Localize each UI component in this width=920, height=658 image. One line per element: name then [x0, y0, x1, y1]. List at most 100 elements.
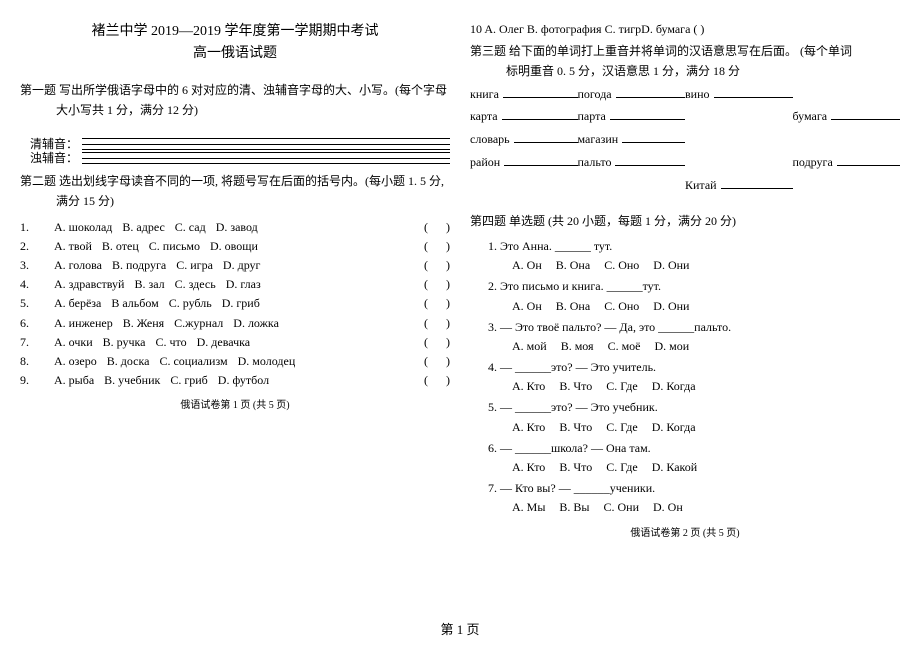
fill-word: погода [578, 83, 612, 106]
fill-row: словарь магазин [470, 128, 900, 151]
question-number: 9. [20, 371, 54, 390]
fill-blank [622, 130, 685, 143]
section2-title: 第二题 选出划线字母读音不同的一项, 将题号写在后面的括号内。(每小题 1. 5… [20, 171, 450, 191]
fill-cell [578, 174, 686, 197]
mc-options: A. КтоB. ЧтоC. ГдеD. Когда [488, 418, 900, 437]
option: A. очки [54, 333, 93, 352]
mc-option: B. Она [556, 297, 590, 316]
fill-word: словарь [470, 128, 510, 151]
fill-cell: словарь [470, 128, 578, 151]
fill-word: карта [470, 105, 498, 128]
mc-option: C. Где [606, 377, 637, 396]
mc-stem: 1. Это Анна. ______ тут. [488, 237, 900, 256]
question-options: A. берёза B альбом C. рубль D. гриб [54, 294, 404, 313]
option: D. гриб [222, 294, 260, 313]
mc-option: A. Мы [512, 498, 545, 517]
title-block: 褚兰中学 2019—2019 学年度第一学期期中考试 高一俄语试题 [20, 20, 450, 62]
fill-word: пальто [578, 151, 612, 174]
staff-lines-1 [82, 138, 450, 150]
mc-option: C. Оно [604, 297, 639, 316]
fill-cell: Китай [685, 174, 793, 197]
fill-blank [714, 85, 793, 98]
option: B. доска [107, 352, 150, 371]
mc-option: A. Он [512, 297, 542, 316]
question-row: 6.A. инженерB. ЖеняC.журналD. ложка( ) [20, 314, 450, 333]
question-row: 9.A. рыбаB. учебникC. грибD. футбол( ) [20, 371, 450, 390]
fill-cell: книга [470, 83, 578, 106]
option: C.журнал [174, 314, 223, 333]
section1-sub: 大小写共 1 分，满分 12 分) [20, 100, 450, 120]
fill-blank [610, 107, 685, 120]
fill-table: книгапогода вино карта парта бумага словарь ма… [470, 83, 900, 197]
section4-title: 第四题 单选题 (共 20 小题，每题 1 分，满分 20 分) [470, 214, 736, 228]
fill-blank [615, 153, 685, 166]
fill-cell: пальто [578, 151, 686, 174]
question-number: 8. [20, 352, 54, 371]
mc-option: D. Какой [652, 458, 697, 477]
fill-cell: бумага [793, 105, 901, 128]
mc-options: A. ОнB. ОнаC. ОноD. Они [488, 297, 900, 316]
fill-cell: карта [470, 105, 578, 128]
fill-cell [685, 128, 793, 151]
fill-cell [793, 128, 901, 151]
option: B альбом [111, 294, 158, 313]
mc-list: 1. Это Анна. ______ тут. A. Он B. Она C. Он… [470, 237, 900, 518]
question-row: 7.A. очкиB. ручкаC. чтоD. девачка( ) [20, 333, 450, 352]
mc-option: A. Кто [512, 418, 545, 437]
fill-blank [616, 85, 685, 98]
mc-option: D. Они [653, 256, 689, 275]
mc-stem: 3. — Это твоё пальто? — Да, это ______па… [488, 318, 900, 337]
question-number: 3. [20, 256, 54, 275]
question-options: A. головаB. подругаC. играD. друг [54, 256, 404, 275]
mc-item: 3. — Это твоё пальто? — Да, это ______па… [470, 318, 900, 356]
question-row: 4.A. здравствуйB. залC. здесьD. глаз( ) [20, 275, 450, 294]
option: C. что [156, 333, 187, 352]
option: A. шоколад [54, 218, 112, 237]
fill-cell [793, 174, 901, 197]
option: D. глаз [226, 275, 261, 294]
answer-paren: ( ) [404, 275, 450, 294]
left-footer: 俄语试卷第 1 页 (共 5 页) [20, 396, 450, 411]
option: A. берёза [54, 294, 101, 313]
option: B. ручка [103, 333, 146, 352]
mc-stem: 2. Это письмо и книга. ______тут. [488, 277, 900, 296]
mc-option: B. Что [559, 418, 592, 437]
question-options: A. твойB. отецC. письмоD. овощи [54, 237, 404, 256]
fill-blank [502, 107, 578, 120]
option: C. рубль [169, 294, 212, 313]
section2-sub: 满分 15 分) [20, 191, 450, 211]
option: D. ложка [233, 314, 279, 333]
fill-word: подруга [793, 151, 833, 174]
q10-line: 10 A. Олег B. фотография C. тигрD. бумаг… [470, 20, 900, 39]
mc-options: A. КтоB. ЧтоC. ГдеD. Какой [488, 458, 900, 477]
fill-word: вино [685, 83, 710, 106]
option: C. гриб [170, 371, 207, 390]
mc-stem: 4. — ______это? — Это учитель. [488, 358, 900, 377]
mc-item: 7. — Кто вы? — ______ученики.A. МыB. ВыC… [470, 479, 900, 517]
subject-line: 高一俄语试题 [20, 42, 450, 62]
option: D. молодец [238, 352, 296, 371]
mc-option: C. Оно [604, 256, 639, 275]
staff-lines-2 [82, 152, 450, 164]
mc-item: 1. Это Анна. ______ тут.A. ОнB. ОнаC. Он… [470, 237, 900, 275]
fill-word: бумага [793, 105, 828, 128]
option: B. зал [134, 275, 164, 294]
answer-paren: ( ) [404, 371, 450, 390]
question-row: 5.A. берёзаB альбомC. рубльD. гриб( ) [20, 294, 450, 313]
fill-cell: парта [578, 105, 686, 128]
option: D. футбол [218, 371, 269, 390]
mc-option: D. мои [655, 337, 690, 356]
question-number: 1. [20, 218, 54, 237]
mc-option: B. Что [559, 377, 592, 396]
left-column: 褚兰中学 2019—2019 学年度第一学期期中考试 高一俄语试题 第一题 写出… [20, 20, 450, 539]
mc-item: 6. — ______школа? — Она там.A. КтоB. Что… [470, 439, 900, 477]
question2-list: 1.A. шоколадB. адресC. садD. завод( )2.A… [20, 218, 450, 391]
fill-blank [503, 85, 578, 98]
fill-word: магазин [578, 128, 619, 151]
fill-row: Китай [470, 174, 900, 197]
staff-box: 清辅音： 浊辅音： [20, 137, 450, 165]
option: C. здесь [175, 275, 216, 294]
mc-option: B. Вы [559, 498, 589, 517]
mc-stem: 5. — ______это? — Это учебник. [488, 398, 900, 417]
question-number: 2. [20, 237, 54, 256]
